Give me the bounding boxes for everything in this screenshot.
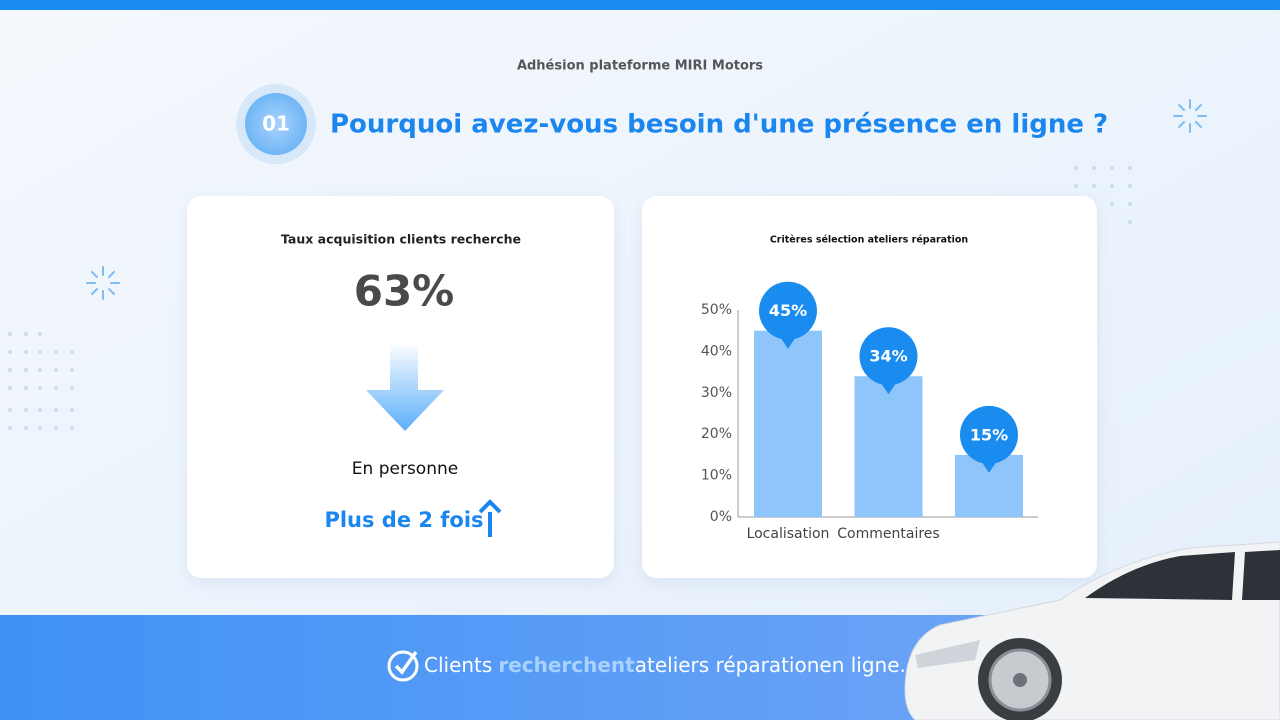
x-tick-label: Localisation bbox=[747, 526, 830, 542]
top-bar bbox=[0, 0, 1280, 10]
card-title: Taux acquisition clients recherche bbox=[281, 232, 521, 247]
label-pin bbox=[981, 460, 997, 473]
down-arrow bbox=[366, 342, 444, 431]
y-tick-label: 30% bbox=[701, 385, 732, 401]
y-tick-label: 10% bbox=[701, 468, 732, 484]
y-tick-label: 0% bbox=[710, 509, 732, 525]
y-tick-label: 50% bbox=[701, 302, 732, 318]
title: Pourquoi avez-vous besoin d'une présence… bbox=[330, 110, 1108, 140]
chart: 0% 10% 20% 30% 40% 50% Localisation 45% Commenta… bbox=[701, 281, 1038, 542]
y-tick-label: 40% bbox=[701, 343, 732, 359]
highlight: Plus de 2 fois bbox=[324, 508, 483, 532]
stat-label: En personne bbox=[352, 459, 458, 479]
data-label: 15% bbox=[970, 425, 1008, 444]
footer-part: ateliers réparationen ligne. bbox=[635, 653, 906, 677]
footer-part: Clients bbox=[424, 653, 492, 677]
badge bbox=[245, 93, 307, 155]
bar bbox=[854, 376, 923, 517]
footer-text: Clients recherchentateliers réparationen … bbox=[424, 653, 906, 677]
dots bbox=[8, 166, 1132, 430]
x-tick-label: Commentaires bbox=[837, 526, 939, 542]
label-bubble bbox=[759, 281, 817, 340]
label-pin bbox=[880, 382, 897, 395]
stat: 63% bbox=[354, 267, 455, 316]
badge-number: 01 bbox=[262, 112, 290, 136]
subtitle: Adhésion plateforme MIRI Motors bbox=[517, 59, 763, 74]
car bbox=[904, 541, 1280, 722]
check-circle bbox=[387, 650, 419, 682]
up-arrow bbox=[478, 499, 502, 537]
check-mark bbox=[394, 650, 418, 675]
label-bubble bbox=[859, 327, 918, 386]
bar bbox=[754, 330, 822, 517]
y-tick-label: 20% bbox=[701, 426, 732, 442]
chart-title: Critères sélection ateliers réparation bbox=[770, 235, 969, 246]
data-label: 45% bbox=[769, 301, 807, 320]
footer-emphasis: recherchent bbox=[498, 653, 635, 677]
sparkle bbox=[86, 99, 1207, 300]
label-bubble bbox=[960, 405, 1018, 464]
label-pin bbox=[780, 336, 796, 349]
data-label: 34% bbox=[869, 347, 907, 366]
